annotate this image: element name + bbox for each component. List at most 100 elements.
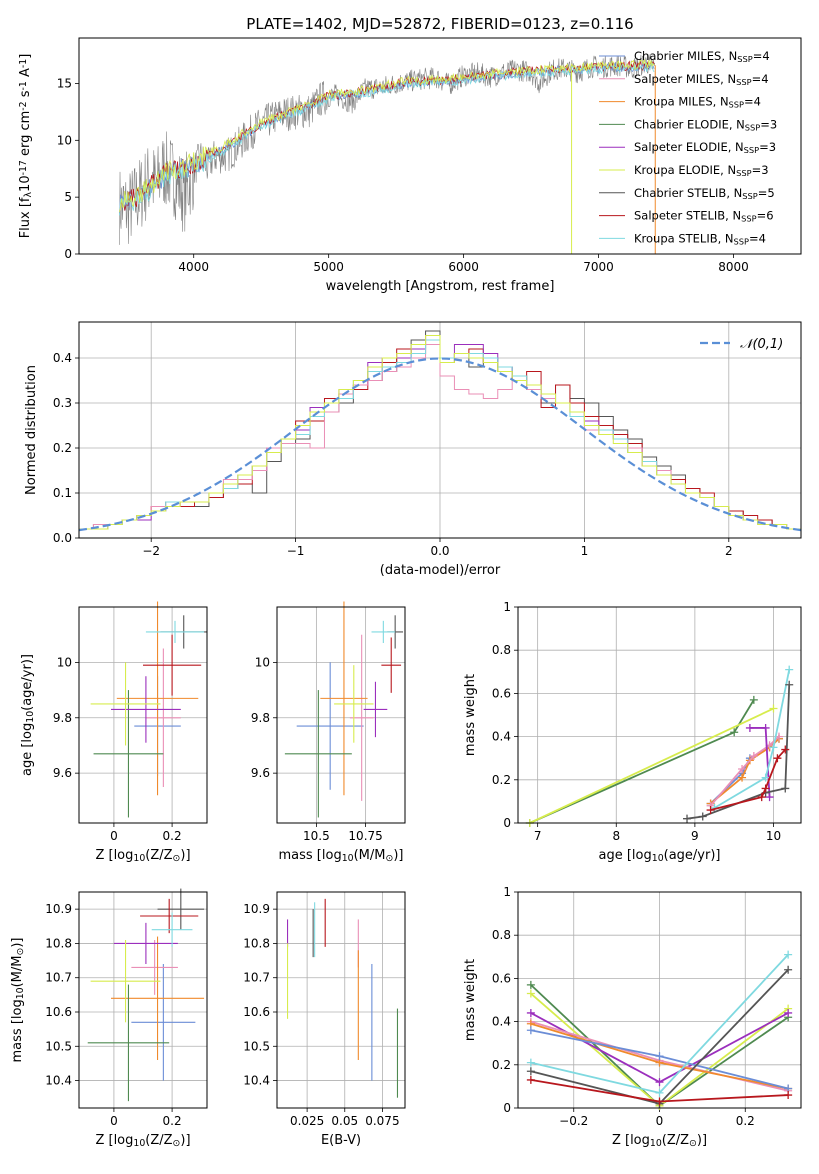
weight-marker <box>683 814 692 823</box>
weight-marker <box>706 806 715 815</box>
spectrum-plot-area <box>119 54 656 254</box>
x-tick-label: 10.5 <box>303 829 330 843</box>
legend-entry: Kroupa MILES, NSSP=4 <box>634 95 761 110</box>
x-tick-label: 0.025 <box>290 1114 324 1128</box>
y-tick-label: 0.1 <box>53 486 72 500</box>
x-tick-label: 10.75 <box>348 829 382 843</box>
spectrum-panel: 4000 5000 6000 7000 8000 0 5 10 15 wavelength [An… <box>18 37 802 294</box>
weight-marker <box>769 743 778 752</box>
y-tick-label: 10.8 <box>45 936 72 950</box>
weight-marker <box>761 723 770 732</box>
y-tick-label: 10.5 <box>45 1039 72 1053</box>
weight-marker <box>526 1008 535 1017</box>
y-axis-label: age [log10(age/yr)] <box>20 654 36 776</box>
y-tick-label: 0.3 <box>53 396 72 410</box>
plot-frame <box>78 606 208 824</box>
weight-marker <box>757 793 766 802</box>
y-tick-label: 0.0 <box>53 531 72 545</box>
x-tick-label: 0.05 <box>331 1114 358 1128</box>
model-spectrum-line <box>119 58 655 213</box>
weight-marker <box>655 1078 664 1087</box>
x-tick-label: 0 <box>110 829 118 843</box>
weight-line <box>714 669 791 809</box>
y-tick-label: 0.2 <box>492 773 511 787</box>
weight-marker <box>526 1075 535 1084</box>
weight-marker <box>785 680 794 689</box>
x-tick-label: 7 <box>534 829 542 843</box>
weight-marker <box>526 989 535 998</box>
plot-frame <box>517 891 802 1109</box>
weight-marker <box>773 754 782 763</box>
x-tick-label: 2 <box>725 544 733 558</box>
x-axis-label: mass [log10(M/M⊙)] <box>279 848 404 864</box>
y-tick-label: 0.8 <box>492 928 511 942</box>
x-tick-label: −2 <box>142 544 160 558</box>
x-tick-label: 0.2 <box>163 1114 182 1128</box>
legend-entry: Salpeter MILES, NSSP=4 <box>634 72 769 87</box>
y-tick-label: 10.9 <box>45 902 72 916</box>
y-tick-label: 10.9 <box>243 902 270 916</box>
x-axis-label: E(B-V) <box>321 1133 361 1148</box>
weight-marker <box>738 765 747 773</box>
x-tick-label: 0.075 <box>365 1114 399 1128</box>
legend-entry: Kroupa STELIB, NSSP=4 <box>634 231 766 246</box>
legend-entry: Salpeter STELIB, NSSP=6 <box>634 209 774 224</box>
x-tick-label: 8 <box>612 829 620 843</box>
y-axis-label: Normed distribution <box>24 365 39 495</box>
plot-frame <box>276 606 406 824</box>
x-tick-label: −0.2 <box>559 1114 588 1128</box>
weight-marker <box>526 1058 535 1067</box>
y-tick-label: 10.4 <box>45 1074 72 1088</box>
weight-marker <box>784 965 793 974</box>
x-tick-label: 0.0 <box>430 544 449 558</box>
weight-age-panel: 7 8 9 10 0 0.2 0.4 0.6 0.8 1 age [log10(age/yr)] ma… <box>463 600 802 864</box>
y-tick-label: 10.4 <box>243 1074 270 1088</box>
legend-entry: Salpeter ELODIE, NSSP=3 <box>634 140 776 155</box>
y-axis-label: Flux [fλ10-17 erg cm-2 s-1 A-1] <box>18 54 34 239</box>
y-tick-label: 10.6 <box>45 1005 72 1019</box>
y-axis-label: mass [log10(M/M⊙)] <box>10 938 26 1063</box>
legend-entry: Chabrier STELIB, NSSP=5 <box>634 186 775 201</box>
y-tick-label: 1 <box>503 600 511 614</box>
y-tick-label: 10.8 <box>243 936 270 950</box>
weight-marker <box>526 980 535 989</box>
plot-frame <box>78 321 802 539</box>
figure-title: PLATE=1402, MJD=52872, FIBERID=0123, z=0… <box>246 15 633 33</box>
y-tick-label: 15 <box>57 76 72 90</box>
x-tick-label: 0 <box>110 1114 118 1128</box>
age-z-panel: 0 0.2 9.6 9.8 10 Z [log10(Z/Z⊙)] age [log10(ag… <box>20 601 208 864</box>
y-tick-label: 9.8 <box>251 711 270 725</box>
y-tick-label: 1 <box>503 885 511 899</box>
weight-marker <box>784 1091 793 1100</box>
mass-z-panel: 0 0.2 10.4 10.5 10.6 10.7 10.8 10.9 Z [log10(Z/Z… <box>10 888 208 1149</box>
y-tick-label: 10.7 <box>243 971 270 985</box>
x-tick-label: 5000 <box>313 260 344 274</box>
weight-marker <box>749 752 758 761</box>
weight-marker <box>781 745 790 754</box>
y-tick-label: 10 <box>57 133 72 147</box>
x-axis-label: Z [log10(Z/Z⊙)] <box>95 848 190 864</box>
normal-curve <box>79 357 801 532</box>
y-axis-label: mass weight <box>463 674 478 756</box>
weight-marker <box>526 1067 535 1076</box>
weight-marker <box>785 665 794 674</box>
weight-marker <box>784 950 793 959</box>
x-tick-label: 0 <box>656 1114 664 1128</box>
y-tick-label: 0.4 <box>492 730 511 744</box>
y-tick-label: 0.8 <box>492 643 511 657</box>
y-tick-label: 9.8 <box>53 711 72 725</box>
x-tick-label: 10 <box>766 829 781 843</box>
weight-marker <box>769 704 778 713</box>
weight-marker <box>761 773 770 782</box>
x-tick-label: 7000 <box>583 260 614 274</box>
residual-plot-area <box>79 330 801 538</box>
legend-entry: Chabrier MILES, NSSP=4 <box>634 49 770 64</box>
weight-marker <box>745 723 754 732</box>
y-tick-label: 9.6 <box>53 766 72 780</box>
x-axis-label: age [log10(age/yr)] <box>599 848 721 864</box>
weight-marker <box>526 1026 535 1035</box>
x-tick-label: −1 <box>287 544 305 558</box>
x-tick-label: 8000 <box>718 260 749 274</box>
legend-entry: 𝒩(0,1) <box>740 337 783 352</box>
